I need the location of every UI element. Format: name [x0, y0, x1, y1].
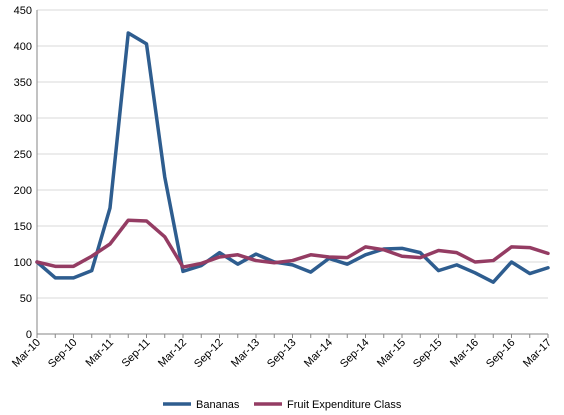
- legend: Bananas Fruit Expenditure Class: [163, 399, 402, 411]
- y-tick-label: 450: [14, 5, 32, 17]
- series-line-fruit-expenditure-class: [35, 218, 550, 269]
- y-tick-label: 50: [20, 293, 32, 305]
- legend-label-bananas: Bananas: [196, 399, 240, 411]
- y-tick-label: 150: [14, 221, 32, 233]
- y-tick-label: 100: [14, 257, 32, 269]
- x-tick-label: Mar-10: [10, 337, 43, 370]
- y-tick-label: 300: [14, 113, 32, 125]
- series-line-bananas: [35, 31, 550, 284]
- y-tick-label: 200: [14, 185, 32, 197]
- x-tick-label: Mar-11: [84, 337, 117, 370]
- x-tick-label: Mar-16: [448, 337, 481, 370]
- x-tick-label: Sep-15: [411, 337, 445, 371]
- x-tick-label: Sep-13: [265, 337, 299, 371]
- y-axis-tick-labels: 0 50 100 150 200 250 300 350 400 450: [14, 5, 32, 341]
- x-tick-label: Mar-14: [302, 337, 335, 370]
- x-axis-tick-labels: Mar-10 Sep-10 Mar-11 Sep-11 Mar-12 Sep-12 Mar-…: [10, 337, 554, 371]
- x-tick-label: Mar-15: [375, 337, 408, 370]
- x-tick-label: Mar-17: [521, 337, 554, 370]
- x-tick-label: Sep-10: [46, 337, 80, 371]
- y-tick-label: 350: [14, 77, 32, 89]
- x-tick-label: Sep-14: [338, 337, 372, 371]
- y-tick-label: 250: [14, 149, 32, 161]
- legend-label-fruit-expenditure-class: Fruit Expenditure Class: [287, 399, 402, 411]
- gridlines: [37, 9, 548, 299]
- y-tick-label: 0: [26, 329, 32, 341]
- x-tick-label: Mar-13: [229, 337, 262, 370]
- x-tick-label: Sep-11: [120, 337, 153, 370]
- series-lines: [35, 31, 550, 284]
- x-tick-label: Sep-12: [192, 337, 226, 371]
- axes: [36, 10, 549, 338]
- y-tick-label: 400: [14, 41, 32, 53]
- x-tick-label: Mar-12: [156, 337, 189, 370]
- x-tick-label: Sep-16: [484, 337, 518, 371]
